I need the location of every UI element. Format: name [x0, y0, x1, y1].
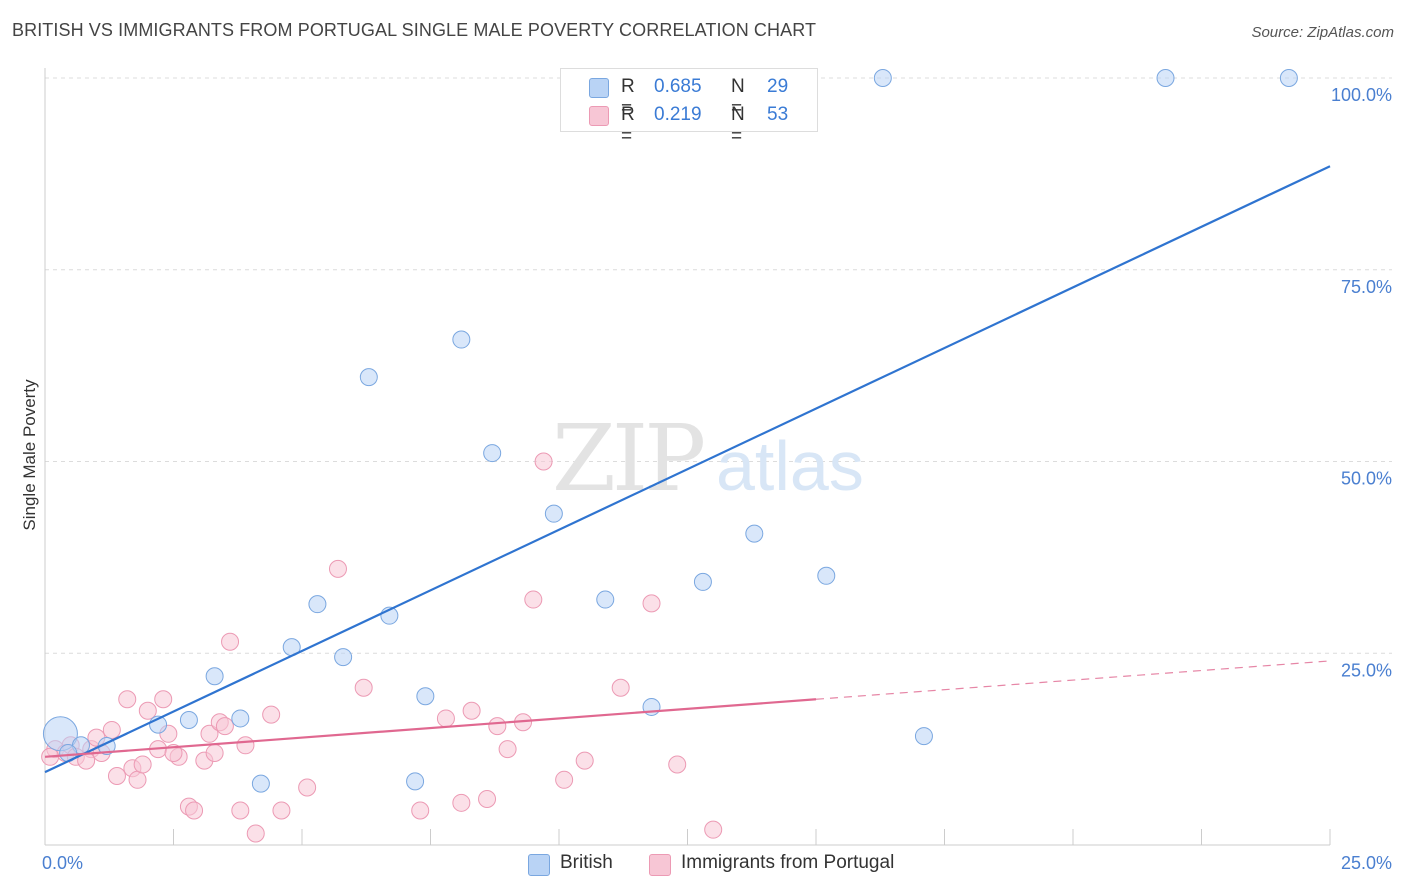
data-point-british	[693, 572, 712, 591]
data-point-portugal	[668, 755, 687, 774]
chart-title: BRITISH VS IMMIGRANTS FROM PORTUGAL SING…	[12, 20, 817, 40]
data-point-british	[359, 368, 378, 387]
watermark-atlas: atlas	[716, 427, 864, 505]
legend-box: R = 0.685 N = 29 R = 0.219 N = 53	[560, 68, 818, 147]
data-point-portugal	[411, 801, 430, 820]
data-point-british	[205, 667, 224, 686]
data-point-portugal	[498, 740, 517, 759]
data-point-portugal	[246, 824, 265, 843]
data-point-portugal	[231, 801, 250, 820]
data-point-british	[596, 590, 615, 609]
data-point-portugal	[154, 690, 173, 709]
grid-layer	[45, 77, 1392, 654]
legend-n-label: N =	[731, 104, 745, 147]
tick-label-layer: 25.0% 50.0% 75.0% 100.0% 0.0% 25.0%	[42, 85, 1392, 873]
data-point-portugal	[133, 755, 152, 774]
legend-swatch-british	[589, 78, 609, 98]
axis-layer	[44, 68, 1331, 846]
data-point-portugal	[118, 690, 137, 709]
x-tick-label: 25.0%	[1341, 853, 1392, 873]
data-point-portugal	[215, 717, 234, 736]
data-point-portugal	[205, 743, 224, 762]
data-point-british	[914, 727, 933, 746]
bottom-legend-label-british: British	[560, 852, 613, 873]
data-point-portugal	[164, 743, 183, 762]
data-point-portugal	[138, 701, 157, 720]
data-point-portugal	[478, 789, 497, 808]
data-point-portugal	[236, 736, 255, 755]
data-point-british	[745, 524, 764, 543]
data-point-british	[483, 444, 502, 463]
data-point-british	[251, 774, 270, 793]
data-point-portugal	[452, 793, 471, 812]
legend-r-label: R =	[621, 76, 635, 119]
watermark: ZIP atlas	[552, 405, 864, 512]
data-point-portugal	[462, 701, 481, 720]
trend-line-british	[44, 165, 1331, 774]
legend-r-value: 0.219	[654, 104, 702, 125]
data-point-portugal	[107, 766, 126, 785]
data-point-portugal	[611, 678, 630, 697]
data-point-british	[817, 566, 836, 585]
data-point-portugal	[642, 594, 661, 613]
data-point-portugal	[575, 751, 594, 770]
data-point-british	[416, 687, 435, 706]
data-point-british	[308, 595, 327, 614]
y-tick-label: 50.0%	[1341, 469, 1392, 489]
data-point-british	[231, 709, 250, 728]
legend-r-label: R =	[621, 104, 635, 147]
data-point-portugal	[488, 717, 507, 736]
y-tick-label: 25.0%	[1341, 660, 1392, 680]
data-point-portugal	[555, 770, 574, 789]
data-point-portugal	[534, 452, 553, 471]
trend-line-portugal-extension	[815, 660, 1331, 700]
data-point-portugal	[102, 720, 121, 739]
data-point-portugal	[262, 705, 281, 724]
data-point-british	[544, 504, 563, 523]
y-tick-label: 100.0%	[1331, 85, 1392, 105]
data-point-portugal	[221, 632, 240, 651]
source-label: Source: ZipAtlas.com	[1251, 24, 1394, 41]
trend-layer	[44, 165, 1331, 774]
data-point-portugal	[185, 801, 204, 820]
data-point-british	[1156, 69, 1175, 87]
x-tick-label: 0.0%	[42, 853, 83, 873]
data-point-british	[1279, 69, 1298, 87]
data-point-portugal	[128, 770, 147, 789]
bottom-legend-swatch-british	[528, 854, 550, 876]
data-point-portugal	[436, 709, 455, 728]
trend-line-portugal	[44, 698, 817, 758]
y-axis-title: Single Male Poverty	[20, 379, 39, 531]
data-point-portugal	[200, 724, 219, 743]
legend-n-value: 29	[767, 76, 789, 97]
bottom-legend-swatch-portugal	[649, 854, 671, 876]
data-point-british	[452, 330, 471, 349]
points-layer	[41, 69, 1298, 843]
data-point-portugal	[272, 801, 291, 820]
data-point-british	[179, 710, 198, 729]
data-point-british	[873, 69, 892, 87]
bottom-legend-label-portugal: Immigrants from Portugal	[681, 852, 895, 873]
data-point-portugal	[354, 678, 373, 697]
legend-swatch-portugal	[589, 106, 609, 126]
data-point-portugal	[328, 559, 347, 578]
y-tick-label: 75.0%	[1341, 277, 1392, 297]
data-point-british	[406, 772, 425, 791]
legend-r-value: 0.685	[654, 76, 702, 97]
data-point-portugal	[298, 778, 317, 797]
data-point-portugal	[704, 820, 723, 839]
watermark-zip: ZIP	[552, 405, 703, 512]
data-point-british	[334, 648, 353, 667]
legend-n-value: 53	[767, 104, 789, 125]
legend-n-label: N =	[731, 76, 745, 119]
data-point-portugal	[524, 590, 543, 609]
